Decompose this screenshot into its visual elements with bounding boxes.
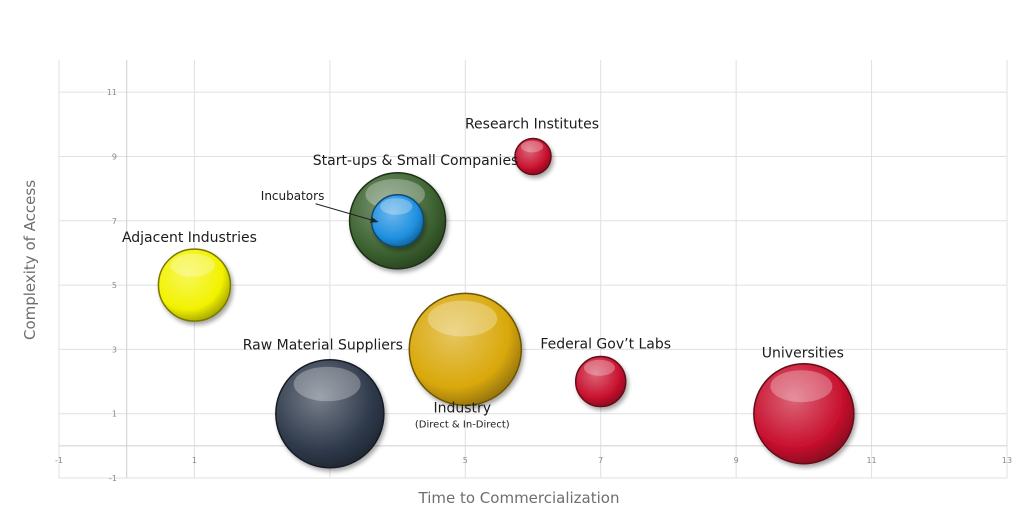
label-adjacent-industries: Adjacent Industries <box>122 230 257 246</box>
bubble-universities <box>753 362 855 465</box>
x-axis-ticks: -1135791113 <box>55 456 1012 465</box>
bubble-research-institutes <box>514 137 552 176</box>
x-tick-label: 13 <box>1002 456 1012 465</box>
label-universities: Universities <box>762 346 844 362</box>
x-tick-label: 11 <box>866 456 876 465</box>
x-tick-label: 9 <box>734 456 739 465</box>
sublabel-industry: (Direct & In-Direct) <box>415 419 510 430</box>
label-research-institutes: Research Institutes <box>465 116 599 132</box>
y-axis-title: Complexity of Access <box>21 180 39 340</box>
x-tick-label: 5 <box>463 456 468 465</box>
bubble-incubators <box>370 194 425 248</box>
x-tick-label: 1 <box>192 456 197 465</box>
y-tick-label: 5 <box>112 281 117 290</box>
y-tick-label: 1 <box>112 410 117 419</box>
label-industry: Industry <box>433 400 491 416</box>
bubble-raw-material-suppliers <box>275 358 385 469</box>
x-axis-title: Time to Commercialization <box>418 489 620 507</box>
bubble-federal-gov-t-labs <box>574 355 627 408</box>
y-tick-label: 7 <box>112 217 117 226</box>
y-tick-label: 9 <box>112 152 117 161</box>
x-tick-label: -1 <box>55 456 63 465</box>
label-federal-gov-t-labs: Federal Gov’t Labs <box>540 337 671 353</box>
y-axis-ticks: -1 1 3 5 7 9 11 <box>107 88 117 483</box>
bubble-labels: Adjacent Industries Start-ups & Small Com… <box>122 116 844 430</box>
incubators-pointer-arrow <box>315 203 379 223</box>
label-raw-material-suppliers: Raw Material Suppliers <box>243 338 403 354</box>
bubble-adjacent-industries <box>157 248 232 322</box>
y-tick-label: -1 <box>109 474 117 483</box>
x-tick-label: 7 <box>598 456 603 465</box>
label-start-ups-small-companies: Start-ups & Small Companies <box>313 153 519 169</box>
y-tick-label: 3 <box>112 345 117 354</box>
label-incubators: Incubators <box>261 189 325 203</box>
bubble-industry <box>408 292 523 407</box>
y-tick-label: 11 <box>107 88 117 97</box>
